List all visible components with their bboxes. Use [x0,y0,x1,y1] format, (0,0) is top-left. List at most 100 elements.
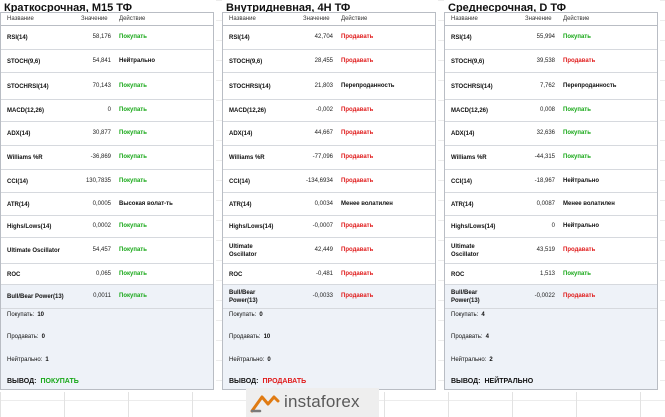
indicator-value: 28,455 [314,58,333,64]
table-row: Highs/Lows(14) 0 Нейтрально [445,216,657,238]
column-header-action: Действие [563,16,590,22]
indicator-action: Продавать [341,247,374,253]
summary-label: Нейтрально: [7,357,43,363]
indicator-name: STOCHRSI(14) [451,84,493,90]
indicator-name: Bull/Bear Power(13) [229,290,258,304]
indicator-action: Продавать [563,58,596,64]
indicator-name: Ultimate Oscillator [229,244,257,258]
indicator-action: Продавать [563,293,596,299]
indicator-name: Bull/Bear Power(13) [7,294,64,300]
indicator-name: ADX(14) [451,131,475,137]
table-row: ADX(14) 32,636 Покупать [445,122,657,146]
table-row: Williams %R -36,869 Покупать [1,146,213,170]
summary-buy-count: Покупать: 4 [451,312,485,318]
indicator-action: Покупать [119,107,147,113]
indicator-action: Покупать [563,271,591,277]
indicator-name: STOCH(9,6) [229,59,263,65]
summary-buy-count: Покупать: 0 [229,312,263,318]
indicator-value: -0,481 [315,271,333,277]
table-row: MACD(12,26) -0,002 Продавать [223,100,435,122]
summary-neutral-count: Нейтрально: 1 [7,357,49,363]
summary-label: Покупать: [229,312,257,318]
indicator-action: Покупать [563,154,591,160]
indicator-value: -0,0007 [312,223,333,229]
indicator-table: Название Значение Действие RSI(14) 55,994 Пок… [444,12,658,390]
indicator-value: -77,096 [312,154,333,160]
summary-label: Нейтрально: [229,357,265,363]
indicator-name: RSI(14) [7,35,28,41]
indicator-value: 54,457 [92,247,111,253]
summary-label: Продавать: [229,334,261,340]
table-row: CCI(14) -134,6934 Продавать [223,170,435,193]
indicator-name: RSI(14) [451,35,472,41]
table-row: RSI(14) 55,994 Покупать [445,26,657,50]
summary-sell-count: Продавать: 0 [7,334,45,340]
table-header: Название Значение Действие [445,13,657,26]
indicator-value: 130,7835 [85,178,111,184]
table-header: Название Значение Действие [1,13,213,26]
table-row: ATR(14) 0,0034 Менее волатилен [223,193,435,216]
indicator-action: Продавать [341,154,374,160]
indicator-action: Менее волатилен [563,201,615,207]
verdict-value: НЕЙТРАЛЬНО [484,378,534,385]
verdict-label: ВЫВОД: [229,378,259,385]
panel-title: Среднесрочная, D ТФ [448,2,567,14]
summary-section: Покупать: 4 Продавать: 4 Нейтрально: 2 ВЫВОД: Н… [445,309,657,389]
table-row: Highs/Lows(14) 0,0002 Покупать [1,216,213,238]
table-row: STOCHRSI(14) 70,143 Покупать [1,73,213,100]
table-row: ROC 0,065 Покупать [1,264,213,285]
table-row: RSI(14) 58,176 Покупать [1,26,213,50]
indicator-value: 21,803 [314,83,333,89]
summary-verdict: ВЫВОД: ПРОДАВАТЬ [229,378,306,385]
indicator-value: 0 [551,223,555,229]
table-row: ROC -0,481 Продавать [223,264,435,285]
column-header-name: Название [229,16,256,22]
indicator-name: STOCH(9,6) [7,59,41,65]
indicator-name: Williams %R [7,155,43,161]
indicator-value: -0,0033 [312,293,333,299]
indicator-value: -134,6934 [305,178,333,184]
table-row: CCI(14) -18,967 Нейтрально [445,170,657,193]
indicator-action: Покупать [119,154,147,160]
indicator-name: STOCHRSI(14) [7,84,49,90]
indicator-name: Highs/Lows(14) [451,224,496,230]
indicator-action: Покупать [119,83,147,89]
summary-neutral-count: Нейтрально: 0 [229,357,271,363]
indicator-action: Продавать [341,178,374,184]
indicator-name: MACD(12,26) [7,108,45,114]
table-row: STOCH(9,6) 28,455 Продавать [223,50,435,73]
summary-sell-count: Продавать: 4 [451,334,489,340]
table-row: STOCHRSI(14) 7,762 Перепроданность [445,73,657,100]
indicator-action: Продавать [341,223,374,229]
indicator-name: Ultimate Oscillator [451,244,479,258]
indicator-name: ROC [451,272,465,278]
verdict-label: ВЫВОД: [451,378,481,385]
table-row: Ultimate Oscillator 43,519 Продавать [445,238,657,264]
indicator-name: CCI(14) [7,179,29,185]
indicator-name: MACD(12,26) [229,108,267,114]
indicator-action: Покупать [563,107,591,113]
indicator-value: -36,869 [90,154,111,160]
indicator-name: STOCHRSI(14) [229,84,271,90]
indicator-action: Покупать [119,178,147,184]
summary-label: Продавать: [451,334,483,340]
indicator-name: ADX(14) [229,131,253,137]
indicator-name: ADX(14) [7,131,31,137]
column-header-action: Действие [341,16,368,22]
indicator-value: 0,0011 [93,293,111,299]
indicator-value: 55,994 [536,34,555,40]
table-row: MACD(12,26) 0,008 Покупать [445,100,657,122]
indicator-value: 32,636 [536,130,555,136]
table-header: Название Значение Действие [223,13,435,26]
indicator-action: Покупать [119,271,147,277]
table-row: RSI(14) 42,704 Продавать [223,26,435,50]
summary-neutral-count: Нейтрально: 2 [451,357,493,363]
indicator-value: 42,704 [314,34,333,40]
indicator-name: ATR(14) [229,202,252,208]
summary-count: 0 [259,312,263,318]
indicator-value: 43,519 [536,247,555,253]
summary-verdict: ВЫВОД: ПОКУПАТЬ [7,378,79,385]
indicator-value: 54,841 [92,58,111,64]
indicator-name: Highs/Lows(14) [7,224,52,230]
indicator-table: Название Значение Действие RSI(14) 58,176 Пок… [0,12,214,390]
